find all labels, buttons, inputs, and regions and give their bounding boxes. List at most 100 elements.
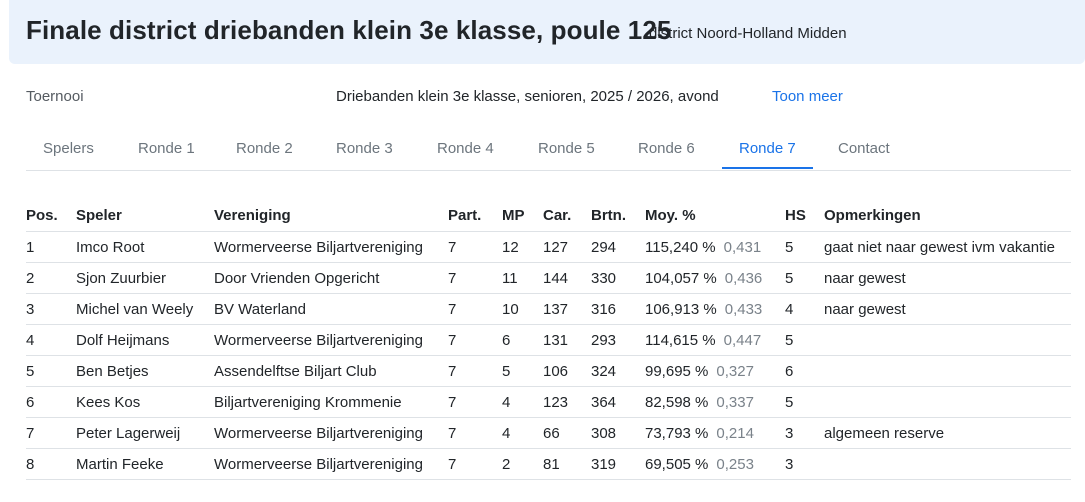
moy-percentage: 99,695 % (645, 362, 709, 380)
cell-part: 7 (448, 231, 502, 263)
moy-percentage: 69,505 % (645, 455, 709, 473)
tab-ronde-2[interactable]: Ronde 2 (236, 140, 293, 157)
cell-pos: 3 (26, 293, 76, 325)
cell-pos: 4 (26, 324, 76, 356)
cell-pos: 6 (26, 386, 76, 418)
cell-vereniging: Door Vrienden Opgericht (214, 262, 448, 294)
tournament-value: Driebanden klein 3e klasse, senioren, 20… (336, 88, 719, 105)
cell-moy: 69,505 % 0,253 (645, 448, 785, 480)
cell-hs: 4 (785, 293, 824, 325)
cell-brtn: 294 (591, 231, 645, 263)
active-tab-indicator (722, 167, 813, 169)
moy-ratio: 0,433 (724, 300, 763, 318)
cell-vereniging: Wormerveerse Biljartvereniging (214, 417, 448, 449)
table-row: 1 Imco Root Wormerveerse Biljartverenigi… (26, 231, 1071, 263)
district-subtitle: district Noord-Holland Midden (649, 25, 847, 42)
cell-vereniging: Biljartvereniging Krommenie (214, 386, 448, 418)
col-header-car: Car. (543, 200, 591, 232)
cell-speler: Kees Kos (76, 386, 214, 418)
cell-moy: 106,913 % 0,433 (645, 293, 785, 325)
moy-ratio: 0,431 (723, 238, 762, 256)
cell-mp: 4 (502, 417, 543, 449)
cell-mp: 12 (502, 231, 543, 263)
cell-vereniging: Wormerveerse Biljartvereniging (214, 324, 448, 356)
cell-speler: Michel van Weely (76, 293, 214, 325)
cell-opmerkingen: naar gewest (824, 293, 1071, 325)
tab-ronde-6[interactable]: Ronde 6 (638, 140, 695, 157)
moy-ratio: 0,327 (716, 362, 754, 380)
cell-opmerkingen (824, 386, 1071, 418)
cell-hs: 5 (785, 231, 824, 263)
cell-brtn: 308 (591, 417, 645, 449)
table-row: 3 Michel van Weely BV Waterland 7 10 137… (26, 293, 1071, 325)
cell-part: 7 (448, 293, 502, 325)
col-header-hs: HS (785, 200, 824, 232)
cell-speler: Sjon Zuurbier (76, 262, 214, 294)
cell-brtn: 324 (591, 355, 645, 387)
cell-part: 7 (448, 324, 502, 356)
tab-ronde-3[interactable]: Ronde 3 (336, 140, 393, 157)
cell-part: 7 (448, 448, 502, 480)
table-header-row: Pos. Speler Vereniging Part. MP Car. Brt… (26, 200, 1071, 232)
cell-car: 66 (543, 417, 591, 449)
cell-opmerkingen: algemeen reserve (824, 417, 1071, 449)
cell-mp: 10 (502, 293, 543, 325)
tab-ronde-1[interactable]: Ronde 1 (138, 140, 195, 157)
cell-brtn: 330 (591, 262, 645, 294)
cell-vereniging: Assendelftse Biljart Club (214, 355, 448, 387)
cell-pos: 5 (26, 355, 76, 387)
cell-hs: 6 (785, 355, 824, 387)
moy-percentage: 104,057 % (645, 269, 717, 287)
tab-contact[interactable]: Contact (838, 140, 890, 157)
cell-mp: 6 (502, 324, 543, 356)
cell-pos: 7 (26, 417, 76, 449)
tab-ronde-7[interactable]: Ronde 7 (739, 140, 796, 157)
cell-speler: Ben Betjes (76, 355, 214, 387)
moy-percentage: 114,615 % (645, 331, 716, 349)
cell-brtn: 316 (591, 293, 645, 325)
table-row: 8 Martin Feeke Wormerveerse Biljartveren… (26, 448, 1071, 480)
tab-ronde-5[interactable]: Ronde 5 (538, 140, 595, 157)
cell-speler: Peter Lagerweij (76, 417, 214, 449)
cell-opmerkingen: gaat niet naar gewest ivm vakantie (824, 231, 1071, 263)
moy-ratio: 0,337 (716, 393, 754, 411)
col-header-speler: Speler (76, 200, 214, 232)
col-header-moy: Moy. % (645, 200, 785, 232)
moy-percentage: 106,913 % (645, 300, 717, 318)
show-more-link[interactable]: Toon meer (772, 88, 843, 105)
moy-percentage: 73,793 % (645, 424, 709, 442)
cell-pos: 2 (26, 262, 76, 294)
cell-hs: 5 (785, 262, 824, 294)
standings-table: Pos. Speler Vereniging Part. MP Car. Brt… (26, 200, 1071, 480)
cell-car: 131 (543, 324, 591, 356)
tab-ronde-4[interactable]: Ronde 4 (437, 140, 494, 157)
cell-car: 144 (543, 262, 591, 294)
cell-hs: 5 (785, 324, 824, 356)
cell-car: 106 (543, 355, 591, 387)
cell-moy: 73,793 % 0,214 (645, 417, 785, 449)
moy-percentage: 82,598 % (645, 393, 709, 411)
cell-vereniging: Wormerveerse Biljartvereniging (214, 231, 448, 263)
tab-spelers[interactable]: Spelers (43, 140, 94, 157)
cell-brtn: 364 (591, 386, 645, 418)
cell-mp: 4 (502, 386, 543, 418)
cell-hs: 5 (785, 386, 824, 418)
page-title: Finale district driebanden klein 3e klas… (26, 15, 672, 45)
cell-speler: Martin Feeke (76, 448, 214, 480)
moy-percentage: 115,240 % (645, 238, 716, 256)
col-header-pos: Pos. (26, 200, 76, 232)
col-header-vereniging: Vereniging (214, 200, 448, 232)
cell-mp: 11 (502, 262, 543, 294)
cell-car: 127 (543, 231, 591, 263)
cell-pos: 8 (26, 448, 76, 480)
cell-brtn: 319 (591, 448, 645, 480)
cell-moy: 82,598 % 0,337 (645, 386, 785, 418)
table-row: 6 Kees Kos Biljartvereniging Krommenie 7… (26, 386, 1071, 418)
tournament-label: Toernooi (26, 88, 84, 105)
col-header-mp: MP (502, 200, 543, 232)
cell-hs: 3 (785, 448, 824, 480)
cell-car: 123 (543, 386, 591, 418)
cell-opmerkingen (824, 448, 1071, 480)
col-header-opmerkingen: Opmerkingen (824, 200, 1071, 232)
cell-speler: Dolf Heijmans (76, 324, 214, 356)
